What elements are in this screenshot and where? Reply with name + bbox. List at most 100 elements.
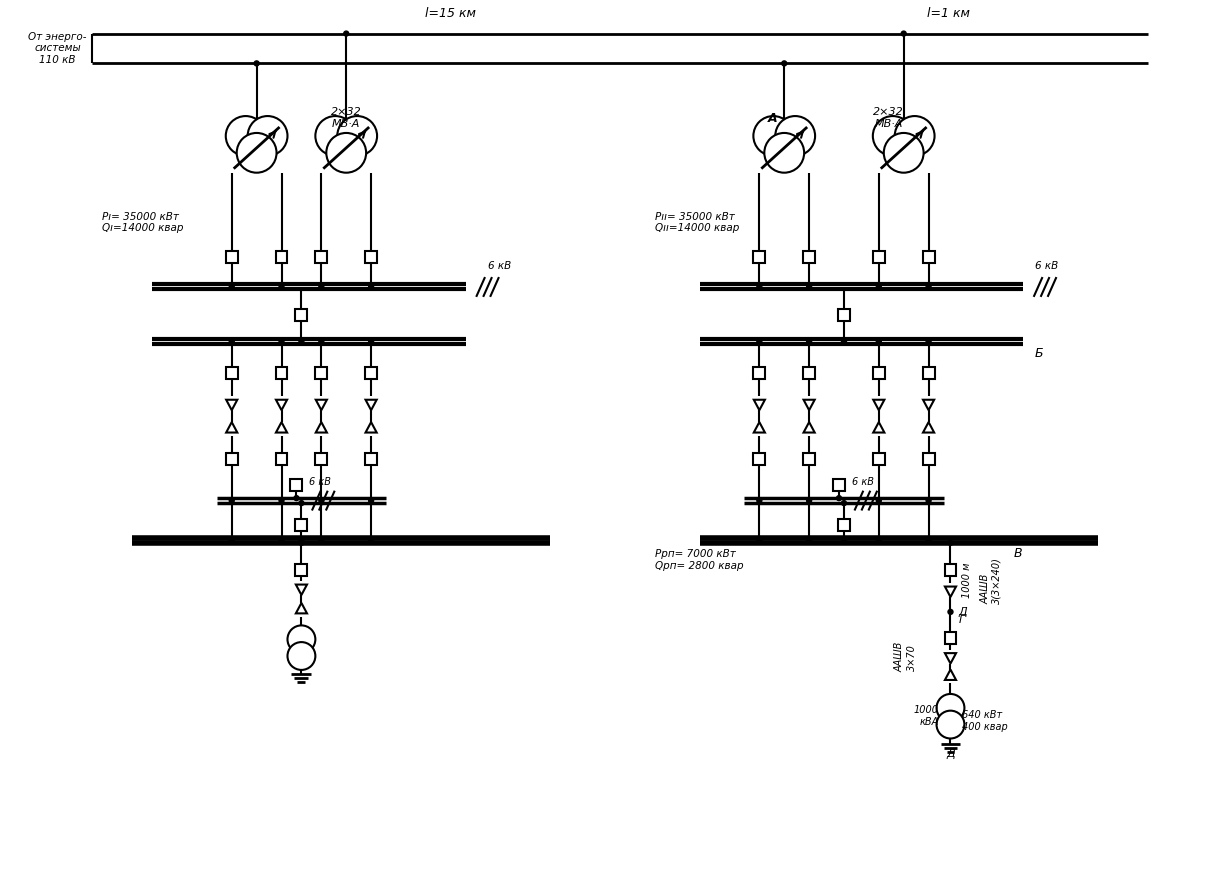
Circle shape: [315, 116, 355, 156]
Text: Рıı= 35000 кВт
Qıı=14000 квар: Рıı= 35000 кВт Qıı=14000 квар: [655, 212, 739, 233]
Bar: [296, 519, 308, 532]
Circle shape: [338, 116, 377, 156]
Bar: [803, 367, 816, 379]
Polygon shape: [923, 422, 934, 433]
Circle shape: [299, 540, 304, 546]
Circle shape: [229, 339, 234, 344]
Circle shape: [754, 116, 793, 156]
Bar: [803, 453, 816, 465]
Bar: [365, 367, 377, 379]
Polygon shape: [366, 399, 377, 410]
Circle shape: [368, 498, 373, 503]
Polygon shape: [315, 399, 326, 410]
Circle shape: [299, 339, 304, 344]
Circle shape: [368, 538, 373, 543]
Bar: [923, 251, 935, 263]
Circle shape: [926, 285, 931, 289]
Circle shape: [807, 339, 812, 344]
Text: 6 кВ: 6 кВ: [309, 477, 331, 487]
Text: А: А: [768, 112, 777, 125]
Text: 2×32
МВ·А: 2×32 МВ·А: [873, 107, 904, 129]
Text: Д: Д: [958, 607, 967, 617]
Bar: [315, 251, 328, 263]
Text: 640 кВт
400 квар: 640 кВт 400 квар: [962, 710, 1008, 732]
Bar: [945, 564, 956, 576]
Circle shape: [807, 498, 812, 503]
Polygon shape: [803, 422, 814, 433]
Bar: [833, 479, 845, 491]
Polygon shape: [296, 603, 307, 613]
Polygon shape: [803, 399, 814, 410]
Circle shape: [936, 694, 965, 722]
Bar: [754, 367, 765, 379]
Circle shape: [872, 116, 913, 156]
Circle shape: [947, 610, 954, 614]
Circle shape: [883, 133, 924, 173]
Circle shape: [756, 285, 761, 289]
Circle shape: [294, 496, 299, 500]
Bar: [315, 367, 328, 379]
Circle shape: [764, 133, 804, 173]
Text: Д: Д: [946, 749, 955, 759]
Circle shape: [344, 31, 349, 36]
Circle shape: [837, 496, 841, 500]
Circle shape: [876, 339, 881, 344]
Polygon shape: [366, 422, 377, 433]
Circle shape: [841, 500, 846, 505]
Text: ААШВ
3×70: ААШВ 3×70: [894, 642, 917, 672]
Circle shape: [225, 116, 266, 156]
Circle shape: [299, 500, 304, 505]
Circle shape: [278, 339, 285, 344]
Bar: [276, 367, 287, 379]
Text: Г: Г: [958, 615, 965, 625]
Circle shape: [756, 538, 761, 543]
Circle shape: [926, 339, 931, 344]
Bar: [276, 453, 287, 465]
Bar: [838, 519, 850, 532]
Polygon shape: [296, 584, 307, 595]
Circle shape: [876, 538, 881, 543]
Circle shape: [841, 538, 846, 543]
Circle shape: [287, 642, 315, 670]
Bar: [225, 251, 238, 263]
Circle shape: [775, 116, 816, 156]
Polygon shape: [873, 399, 885, 410]
Circle shape: [926, 498, 931, 503]
Circle shape: [319, 538, 324, 543]
Polygon shape: [945, 669, 956, 680]
Polygon shape: [945, 653, 956, 663]
Circle shape: [229, 538, 234, 543]
Circle shape: [876, 498, 881, 503]
Text: ААШВ
3(3×240): ААШВ 3(3×240): [981, 556, 1002, 604]
Bar: [225, 367, 238, 379]
Bar: [872, 251, 885, 263]
Circle shape: [278, 285, 285, 289]
Circle shape: [926, 538, 931, 543]
Polygon shape: [945, 587, 956, 597]
Text: l=1 км: l=1 км: [926, 7, 970, 19]
Text: В: В: [1013, 548, 1021, 561]
Bar: [365, 453, 377, 465]
Circle shape: [368, 339, 373, 344]
Bar: [754, 251, 765, 263]
Polygon shape: [754, 422, 765, 433]
Circle shape: [319, 498, 324, 503]
Circle shape: [876, 285, 881, 289]
Polygon shape: [276, 399, 287, 410]
Text: Б: Б: [1035, 347, 1044, 359]
Circle shape: [368, 285, 373, 289]
Circle shape: [278, 498, 285, 503]
Text: l=15 км: l=15 км: [425, 7, 477, 19]
Polygon shape: [754, 399, 765, 410]
Bar: [225, 453, 238, 465]
Polygon shape: [276, 422, 287, 433]
Text: 6 кВ: 6 кВ: [488, 261, 511, 271]
Bar: [838, 309, 850, 321]
Polygon shape: [315, 422, 326, 433]
Circle shape: [278, 538, 285, 543]
Polygon shape: [227, 399, 238, 410]
Circle shape: [254, 61, 259, 66]
Circle shape: [326, 133, 366, 173]
Circle shape: [936, 710, 965, 738]
Circle shape: [319, 285, 324, 289]
